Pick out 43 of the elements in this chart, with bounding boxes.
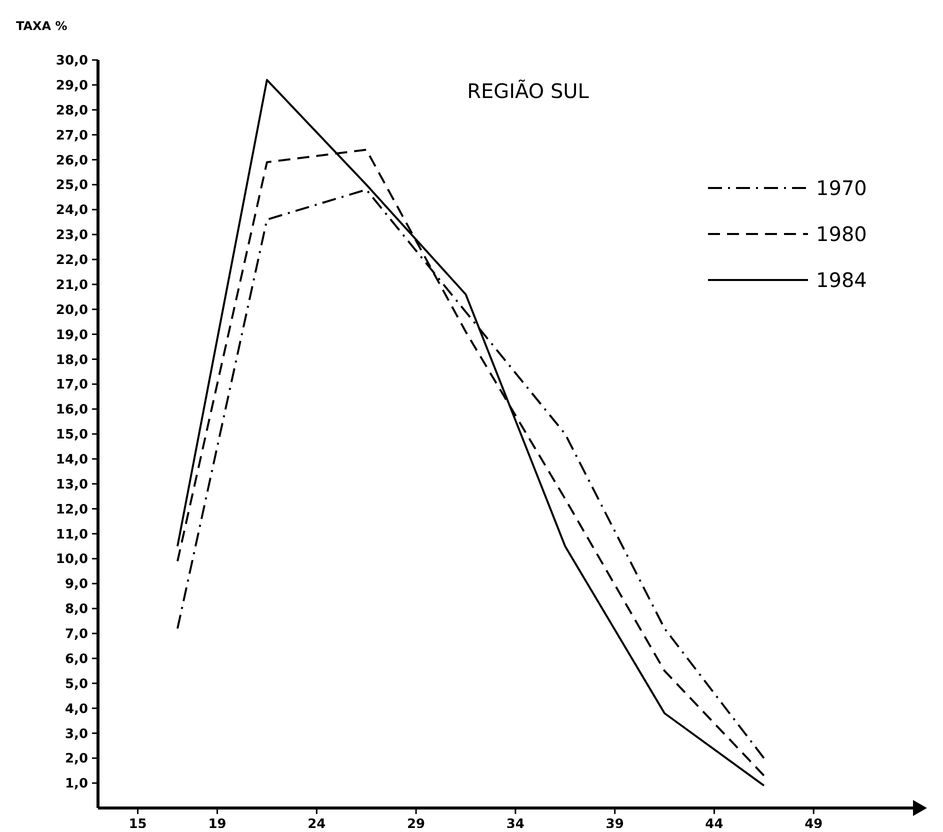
x-tick-label: 29 xyxy=(407,817,426,832)
x-tick-label: 24 xyxy=(308,817,326,832)
y-tick-label: 20,0 xyxy=(56,302,88,318)
y-tick-label: 4,0 xyxy=(64,702,88,717)
y-tick-label: 21,0 xyxy=(56,278,88,293)
y-tick-label: 10,0 xyxy=(56,552,88,568)
y-tick-label: 12,0 xyxy=(56,502,88,518)
text: REGIÃO SUL xyxy=(467,79,590,103)
y-tick-label: 5,0 xyxy=(64,676,88,692)
x-tick-label: 44 xyxy=(705,817,724,832)
y-tick-label: 7,0 xyxy=(64,627,88,642)
y-tick-label: 11,0 xyxy=(56,527,88,542)
y-tick-label: 8,0 xyxy=(64,602,88,618)
y-tick-label: 17,0 xyxy=(56,378,88,393)
y-tick-label: 23,0 xyxy=(56,228,88,244)
y-tick-label: 16,0 xyxy=(56,402,88,418)
y-tick-label: 2,0 xyxy=(64,752,88,767)
y-tick-label: 25,0 xyxy=(56,178,88,194)
legend-label: 1980 xyxy=(816,222,867,246)
y-tick-label: 28,0 xyxy=(56,103,88,118)
x-tick-label: 19 xyxy=(208,817,226,832)
legend-label: 1984 xyxy=(816,268,867,292)
y-tick-label: 18,0 xyxy=(56,352,88,368)
y-tick-label: 1,0 xyxy=(64,776,88,792)
y-tick-label: 30,0 xyxy=(56,54,88,69)
y-tick-label: 14,0 xyxy=(56,452,88,468)
y-tick-label: 15,0 xyxy=(56,428,88,443)
y-tick-label: 26,0 xyxy=(56,153,88,168)
y-tick-label: 24,0 xyxy=(56,203,88,218)
y-tick-label: 13,0 xyxy=(56,477,88,492)
x-tick-label: 15 xyxy=(128,817,147,832)
y-tick-label: 6,0 xyxy=(64,652,88,667)
y-tick-label: 29,0 xyxy=(56,78,88,94)
y-tick-label: 9,0 xyxy=(64,577,88,592)
y-axis-title: TAXA % xyxy=(16,19,68,33)
x-tick-label: 39 xyxy=(606,817,624,832)
legend-label: 1970 xyxy=(816,176,867,200)
y-tick-label: 27,0 xyxy=(56,128,88,144)
y-tick-label: 3,0 xyxy=(64,726,88,742)
y-tick-label: 22,0 xyxy=(56,253,88,268)
y-tick-label: 19,0 xyxy=(56,328,88,343)
x-tick-label: 34 xyxy=(506,817,524,832)
x-tick-label: 49 xyxy=(804,817,823,832)
